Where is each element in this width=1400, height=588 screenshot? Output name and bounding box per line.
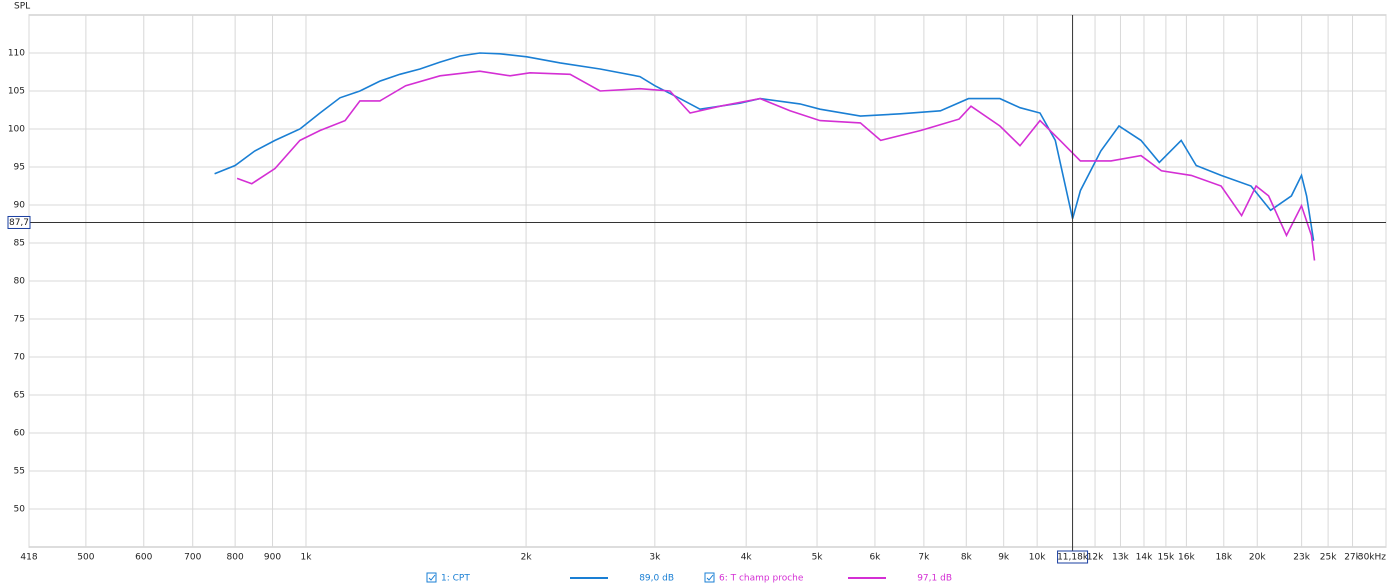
legend-label: 1: CPT xyxy=(441,574,470,584)
legend-checkbox[interactable] xyxy=(704,572,715,583)
x-tick-label: 9k xyxy=(998,553,1010,563)
x-tick-label: 23k xyxy=(1293,553,1310,563)
cursor-y-label: 87,7 xyxy=(9,218,29,228)
series-line xyxy=(236,70,1316,261)
x-tick-label: 5k xyxy=(812,553,824,563)
legend-readout: 97,1 dB xyxy=(917,574,952,584)
legend-readout: 89,0 dB xyxy=(639,574,674,584)
x-tick-label: 25k xyxy=(1320,553,1337,563)
y-tick-label: 90 xyxy=(14,201,26,211)
x-tick-label: 600 xyxy=(135,553,152,563)
x-tick-label: 700 xyxy=(184,553,201,563)
x-tick-label: 3k xyxy=(649,553,661,563)
x-tick-label: 15k xyxy=(1158,553,1175,563)
x-tick-label: 8k xyxy=(961,553,973,563)
cursor-y-box xyxy=(7,215,31,229)
x-tick-label: 10k xyxy=(1029,553,1046,563)
series-line xyxy=(214,52,1315,241)
x-tick-label: 30kHz xyxy=(1358,553,1386,563)
x-tick-label: 2k xyxy=(521,553,533,563)
y-tick-label: 75 xyxy=(14,315,25,325)
cursor-x-label: 11,18k xyxy=(1057,553,1089,563)
x-tick-label: 18k xyxy=(1215,553,1232,563)
legend-checkbox[interactable] xyxy=(426,572,437,583)
x-tick-label: 1k xyxy=(301,553,313,563)
y-tick-label: 60 xyxy=(14,429,26,439)
x-tick-label: 900 xyxy=(264,553,281,563)
y-tick-label: 110 xyxy=(8,49,25,59)
x-tick-label: 16k xyxy=(1178,553,1195,563)
y-axis-label: SPL xyxy=(14,2,30,12)
y-tick-label: 55 xyxy=(14,467,25,477)
x-tick-label: 27k xyxy=(1344,553,1361,563)
legend-label: 6: T champ proche xyxy=(719,574,804,584)
y-tick-label: 85 xyxy=(14,239,25,249)
cursor-x-box xyxy=(1057,550,1089,564)
y-tick-label: 70 xyxy=(14,353,26,363)
x-tick-label: 12k xyxy=(1087,553,1104,563)
x-tick-label: 800 xyxy=(227,553,244,563)
x-tick-label: 6k xyxy=(869,553,881,563)
y-tick-label: 105 xyxy=(8,87,25,97)
x-tick-label: 418 xyxy=(20,553,37,563)
x-tick-label: 7k xyxy=(918,553,930,563)
y-tick-label: 65 xyxy=(14,391,25,401)
x-tick-label: 14k xyxy=(1136,553,1153,563)
x-tick-label: 4k xyxy=(741,553,753,563)
y-tick-label: 95 xyxy=(14,163,25,173)
x-tick-label: 500 xyxy=(77,553,94,563)
y-tick-label: 100 xyxy=(8,125,25,135)
x-tick-label: 20k xyxy=(1249,553,1266,563)
x-tick-label: 13k xyxy=(1112,553,1129,563)
y-tick-label: 50 xyxy=(14,505,26,515)
y-tick-label: 80 xyxy=(14,277,26,287)
checkmark xyxy=(428,574,436,581)
checkmark xyxy=(706,574,714,581)
